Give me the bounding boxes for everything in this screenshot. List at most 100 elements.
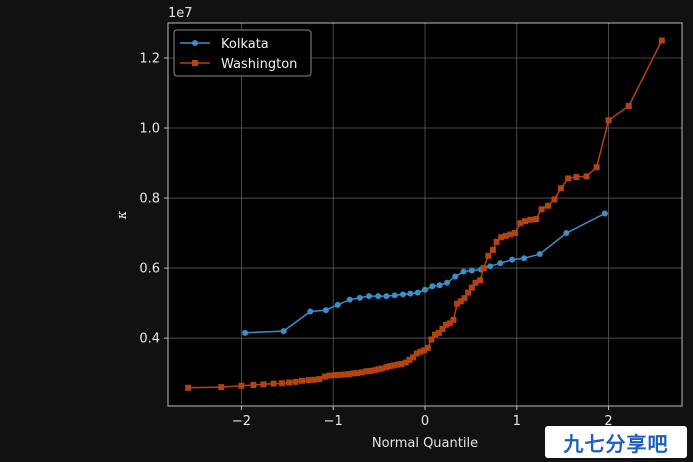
data-point-washington: [185, 384, 192, 391]
data-point-washington: [477, 277, 484, 284]
data-point-kolkata: [399, 291, 406, 298]
data-point-kolkata: [422, 286, 428, 293]
data-point-washington: [465, 289, 472, 296]
data-point-kolkata: [444, 279, 451, 286]
data-point-kolkata: [601, 210, 608, 217]
data-point-washington: [461, 295, 468, 302]
data-point-kolkata: [322, 307, 329, 314]
data-point-washington: [378, 365, 385, 372]
data-point-washington: [305, 377, 312, 384]
data-point-washington: [310, 376, 317, 383]
y-tick-label: 0.4: [139, 332, 160, 347]
data-point-washington: [489, 246, 496, 253]
data-point-kolkata: [487, 263, 494, 270]
data-point-kolkata: [242, 329, 249, 336]
data-point-washington: [544, 202, 551, 209]
data-point-kolkata: [429, 283, 436, 290]
data-point-washington: [565, 175, 572, 182]
data-point-washington: [517, 220, 524, 227]
data-point-washington: [326, 372, 333, 379]
data-point-washington: [366, 367, 373, 374]
x-axis-ticks: −2 −1 0 1 2: [232, 406, 613, 429]
watermark-logo: 九七分享吧: [545, 426, 687, 458]
data-point-washington: [421, 347, 428, 354]
data-point-washington: [472, 279, 479, 286]
legend-label-kolkata: Kolkata: [221, 37, 269, 52]
data-point-washington: [336, 371, 343, 378]
data-point-washington: [250, 381, 257, 388]
data-point-washington: [527, 216, 534, 223]
data-point-washington: [292, 378, 299, 385]
data-point-washington: [354, 370, 361, 377]
y-offset-label: 1e7: [168, 6, 193, 21]
y-tick-label: 1.2: [139, 52, 160, 67]
data-point-washington: [321, 373, 328, 380]
data-point-washington: [450, 316, 457, 323]
x-tick-label: −2: [232, 414, 251, 429]
legend-marker-washington: [192, 60, 198, 66]
grid-lines: [168, 23, 682, 406]
data-point-washington: [394, 361, 401, 368]
data-point-washington: [485, 252, 492, 259]
data-point-kolkata: [383, 293, 390, 300]
data-point-washington: [406, 356, 413, 363]
data-point-washington: [439, 325, 446, 332]
data-point-washington: [573, 174, 580, 181]
x-tick-label: −1: [324, 414, 343, 429]
data-point-kolkata: [521, 255, 528, 262]
data-point-kolkata: [536, 251, 543, 258]
data-point-washington: [371, 367, 378, 374]
data-point-washington: [557, 185, 564, 192]
data-point-washington: [278, 380, 285, 387]
x-axis-label: Normal Quantile: [372, 436, 478, 451]
y-tick-label: 0.6: [139, 262, 160, 277]
data-point-washington: [493, 238, 500, 245]
x-tick-label: 2: [604, 414, 612, 429]
x-tick-label: 1: [513, 414, 521, 429]
data-point-kolkata: [563, 230, 570, 237]
data-point-kolkata: [497, 260, 504, 267]
data-point-washington: [435, 329, 442, 336]
data-point-washington: [480, 265, 487, 272]
data-point-washington: [332, 372, 339, 379]
data-point-washington: [286, 379, 293, 386]
data-point-washington: [446, 320, 453, 327]
data-point-washington: [398, 360, 405, 367]
legend: Kolkata Washington: [173, 29, 312, 77]
data-point-washington: [593, 164, 600, 171]
data-point-washington: [417, 348, 424, 355]
data-point-kolkata: [280, 328, 287, 335]
data-point-washington: [350, 370, 357, 377]
data-point-washington: [424, 344, 431, 351]
data-point-kolkata: [468, 267, 475, 274]
legend-label-washington: Washington: [221, 57, 297, 72]
data-point-washington: [428, 336, 435, 343]
y-axis-ticks: 0.4 0.6 0.8 1.0 1.2: [139, 52, 168, 347]
y-tick-label: 1.0: [139, 122, 160, 137]
data-point-washington: [363, 368, 370, 375]
data-point-washington: [498, 234, 505, 241]
data-point-washington: [238, 382, 245, 389]
data-point-washington: [432, 331, 439, 338]
data-point-washington: [218, 384, 225, 391]
series-kolkata: [242, 210, 608, 336]
data-point-washington: [583, 173, 590, 180]
data-point-washington: [345, 371, 352, 378]
data-point-washington: [410, 354, 417, 361]
data-point-washington: [260, 381, 267, 388]
data-point-kolkata: [356, 294, 363, 301]
legend-box: [173, 29, 312, 77]
y-axis-label: κ: [115, 210, 130, 220]
data-point-kolkata: [436, 282, 443, 289]
data-point-kolkata: [334, 301, 341, 308]
data-point-washington: [605, 117, 612, 124]
data-point-washington: [468, 284, 475, 291]
data-point-washington: [341, 371, 348, 378]
data-point-washington: [507, 231, 514, 238]
legend-marker-kolkata: [192, 40, 198, 46]
data-point-washington: [502, 232, 509, 239]
data-point-washington: [270, 380, 277, 387]
data-point-washington: [625, 102, 632, 109]
